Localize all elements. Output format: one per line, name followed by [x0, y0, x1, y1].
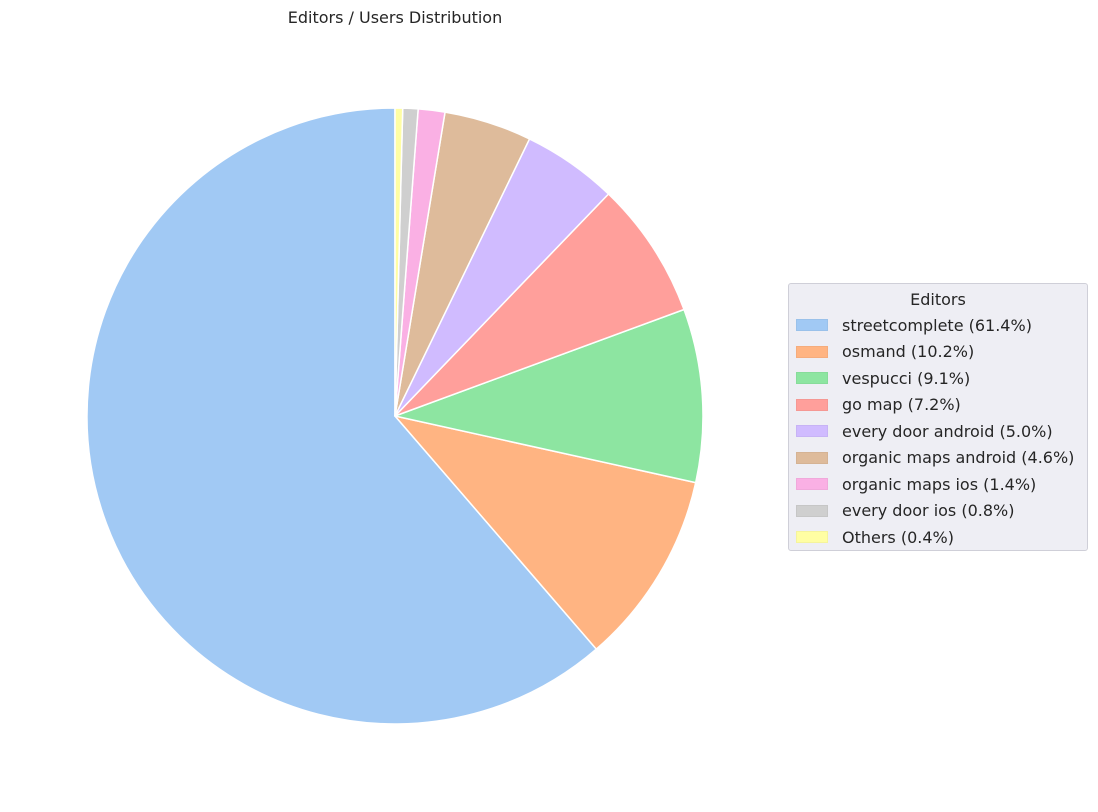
- legend-label: every door ios (0.8%): [842, 501, 1015, 521]
- legend-item: go map (7.2%): [789, 392, 1087, 419]
- legend-swatch: [796, 319, 828, 332]
- pie-slice-streetcomplete: [86, 107, 598, 725]
- legend-item: osmand (10.2%): [789, 339, 1087, 366]
- legend-swatch: [796, 531, 828, 544]
- legend-item: organic maps ios (1.4%): [789, 471, 1087, 498]
- legend-label: osmand (10.2%): [842, 342, 975, 362]
- legend-label: organic maps android (4.6%): [842, 448, 1075, 468]
- legend-title: Editors: [910, 290, 966, 309]
- legend-swatch: [796, 425, 828, 438]
- legend-swatch: [796, 372, 828, 385]
- legend-item: streetcomplete (61.4%): [789, 312, 1087, 339]
- chart-title: Editors / Users Distribution: [287, 8, 503, 27]
- legend-swatch: [796, 451, 828, 464]
- legend-label: vespucci (9.1%): [842, 368, 971, 388]
- legend-label: go map (7.2%): [842, 395, 961, 415]
- legend-items: streetcomplete (61.4%) osmand (10.2%) vesp…: [789, 312, 1087, 551]
- legend-item: Others (0.4%): [789, 524, 1087, 551]
- legend: Editors streetcomplete (61.4%) osmand (10…: [788, 283, 1088, 551]
- legend-swatch: [796, 478, 828, 491]
- legend-swatch: [796, 345, 828, 358]
- legend-item: vespucci (9.1%): [789, 365, 1087, 392]
- legend-swatch: [796, 398, 828, 411]
- legend-item: every door ios (0.8%): [789, 498, 1087, 525]
- pie-slice-osmand: [394, 415, 697, 650]
- pie-slice-vespucci: [394, 308, 704, 484]
- legend-label: Others (0.4%): [842, 527, 954, 547]
- legend-item: organic maps android (4.6%): [789, 445, 1087, 472]
- legend-label: streetcomplete (61.4%): [842, 315, 1032, 335]
- legend-item: every door android (5.0%): [789, 418, 1087, 445]
- legend-label: every door android (5.0%): [842, 421, 1053, 441]
- pie-chart: [86, 107, 704, 725]
- legend-label: organic maps ios (1.4%): [842, 474, 1037, 494]
- legend-swatch: [796, 504, 828, 517]
- pie-slice-others: [394, 107, 404, 417]
- pie-slice-go-map: [394, 193, 685, 417]
